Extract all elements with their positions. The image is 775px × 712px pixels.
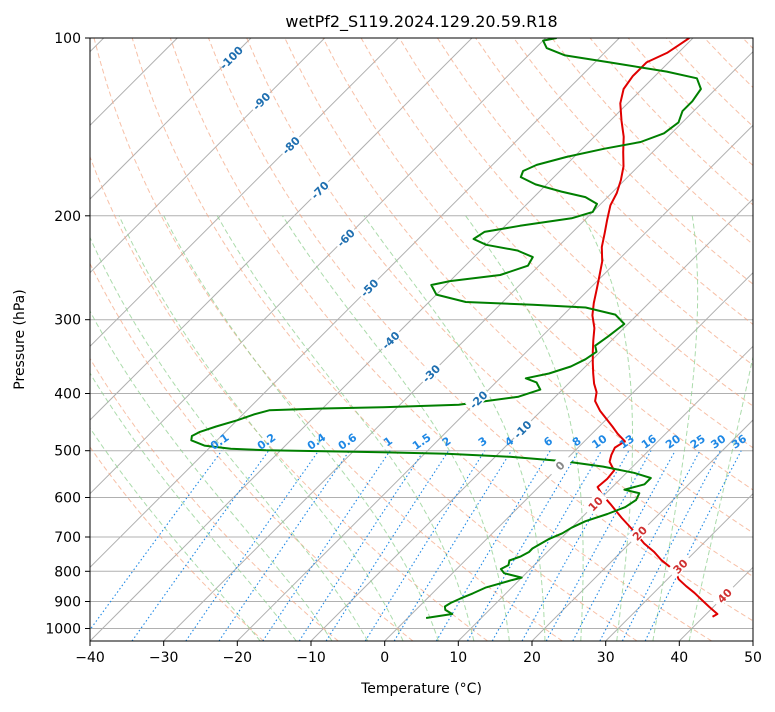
chart-title: wetPf2_S119.2024.129.20.59.R18	[285, 12, 557, 32]
x-tick-label: −10	[296, 650, 326, 666]
y-tick-label: 900	[54, 595, 81, 611]
y-tick-label: 400	[54, 387, 81, 403]
x-tick-label: 20	[523, 650, 541, 666]
x-tick-label: −40	[75, 650, 105, 666]
x-tick-label: −30	[149, 650, 179, 666]
y-tick-label: 200	[54, 209, 81, 225]
x-tick-label: 0	[380, 650, 389, 666]
y-tick-label: 600	[54, 491, 81, 507]
y-tick-label: 100	[54, 31, 81, 47]
x-tick-label: 30	[597, 650, 615, 666]
x-tick-label: −20	[223, 650, 253, 666]
x-tick-label: 50	[744, 650, 762, 666]
x-tick-label: 40	[670, 650, 688, 666]
isotherm-line	[753, 38, 775, 641]
y-tick-label: 300	[54, 313, 81, 329]
y-tick-label: 700	[54, 530, 81, 546]
y-tick-label: 800	[54, 564, 81, 580]
y-axis-label: Pressure (hPa)	[12, 289, 28, 389]
x-axis-label: Temperature (°C)	[360, 681, 482, 697]
x-tick-label: 10	[449, 650, 467, 666]
y-tick-label: 1000	[45, 622, 81, 638]
y-tick-label: 500	[54, 444, 81, 460]
